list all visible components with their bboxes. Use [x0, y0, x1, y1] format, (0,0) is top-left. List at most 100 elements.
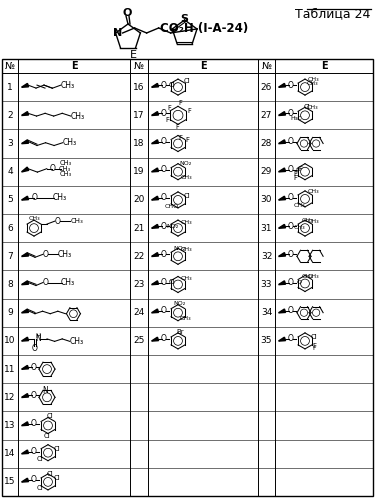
Text: CH₃: CH₃: [61, 278, 75, 287]
Polygon shape: [22, 167, 29, 172]
Text: CH₃: CH₃: [180, 316, 192, 321]
Polygon shape: [22, 281, 28, 284]
Text: Cl: Cl: [169, 279, 176, 285]
Text: S: S: [181, 14, 189, 24]
Text: CH₃: CH₃: [301, 274, 313, 279]
Text: NO₂: NO₂: [166, 224, 178, 229]
Text: 22: 22: [134, 252, 145, 261]
Text: F: F: [187, 108, 190, 114]
Polygon shape: [279, 337, 286, 341]
Text: F: F: [165, 117, 169, 123]
Text: №: №: [5, 61, 15, 71]
Text: 33: 33: [261, 280, 272, 289]
Text: CH₃: CH₃: [61, 81, 75, 90]
Text: F: F: [312, 343, 316, 349]
Text: 31: 31: [261, 224, 272, 233]
Text: O: O: [161, 250, 167, 259]
Text: CH₃: CH₃: [293, 225, 305, 230]
Text: 8: 8: [7, 280, 13, 289]
Text: H₃C: H₃C: [290, 116, 302, 121]
Text: 29: 29: [261, 167, 272, 176]
Polygon shape: [22, 83, 28, 87]
Text: CH₃: CH₃: [70, 218, 83, 224]
Text: 35: 35: [261, 336, 272, 345]
Polygon shape: [152, 281, 159, 284]
Text: CH₃: CH₃: [308, 77, 320, 82]
Text: F: F: [298, 166, 302, 172]
Text: CH₃: CH₃: [181, 276, 193, 281]
Polygon shape: [152, 112, 159, 115]
Text: N: N: [113, 28, 122, 38]
Text: CH₃: CH₃: [71, 112, 85, 121]
Text: O: O: [288, 250, 294, 259]
Text: E: E: [70, 61, 77, 71]
Text: 18: 18: [133, 139, 145, 148]
Polygon shape: [279, 196, 286, 200]
Polygon shape: [279, 225, 286, 228]
Polygon shape: [22, 394, 28, 398]
Text: Cl: Cl: [37, 456, 44, 462]
Text: 13: 13: [4, 421, 16, 430]
Text: Cl: Cl: [169, 82, 176, 88]
Bar: [2, 59, 373, 496]
Text: 27: 27: [261, 111, 272, 120]
Polygon shape: [152, 225, 159, 228]
Polygon shape: [22, 196, 28, 200]
Polygon shape: [22, 450, 28, 454]
Polygon shape: [152, 168, 159, 172]
Text: F: F: [293, 175, 297, 181]
Text: O: O: [161, 165, 167, 174]
Text: N: N: [35, 334, 41, 343]
Polygon shape: [152, 309, 159, 313]
Text: 3: 3: [7, 139, 13, 148]
Text: 1: 1: [7, 83, 13, 92]
Text: 15: 15: [4, 478, 16, 487]
Text: 23: 23: [134, 280, 145, 289]
Text: CO₂H (I-A-24): CO₂H (I-A-24): [160, 22, 248, 35]
Text: CH₃: CH₃: [308, 190, 320, 195]
Text: 9: 9: [7, 308, 13, 317]
Text: CH₃: CH₃: [307, 105, 319, 110]
Polygon shape: [22, 140, 28, 144]
Polygon shape: [152, 252, 159, 256]
Text: F: F: [178, 135, 182, 141]
Text: CH₃: CH₃: [308, 219, 320, 224]
Polygon shape: [279, 83, 286, 87]
Text: 24: 24: [134, 308, 145, 317]
Text: F: F: [312, 346, 316, 351]
Text: Cl: Cl: [37, 485, 44, 491]
Text: O: O: [161, 137, 167, 146]
Polygon shape: [152, 140, 159, 144]
Text: Cl: Cl: [46, 414, 53, 420]
Text: O: O: [297, 280, 302, 285]
Text: Cl: Cl: [310, 334, 317, 340]
Text: 7: 7: [7, 252, 13, 261]
Text: F: F: [178, 100, 182, 106]
Text: O: O: [31, 363, 37, 372]
Text: NO₂: NO₂: [174, 246, 186, 251]
Text: CH₃: CH₃: [60, 171, 72, 177]
Text: O: O: [50, 164, 56, 173]
Polygon shape: [279, 252, 286, 256]
Text: O: O: [288, 278, 294, 287]
Text: F: F: [295, 168, 299, 174]
Text: 2: 2: [7, 111, 13, 120]
Polygon shape: [152, 337, 159, 341]
Polygon shape: [22, 337, 28, 341]
Text: O: O: [288, 81, 294, 90]
Text: O: O: [288, 165, 294, 174]
Text: O: O: [55, 217, 61, 226]
Text: E: E: [130, 49, 137, 59]
Text: CH₃: CH₃: [53, 194, 67, 203]
Text: CH₃: CH₃: [181, 247, 193, 252]
Text: O: O: [288, 109, 294, 118]
Text: O: O: [161, 194, 167, 203]
Text: E: E: [321, 61, 327, 71]
Text: 32: 32: [261, 252, 272, 261]
Text: 14: 14: [4, 449, 16, 458]
Text: 4: 4: [7, 167, 13, 176]
Text: CH₃: CH₃: [301, 218, 313, 223]
Polygon shape: [22, 478, 28, 482]
Text: CH₃: CH₃: [181, 175, 193, 180]
Text: O: O: [161, 306, 167, 315]
